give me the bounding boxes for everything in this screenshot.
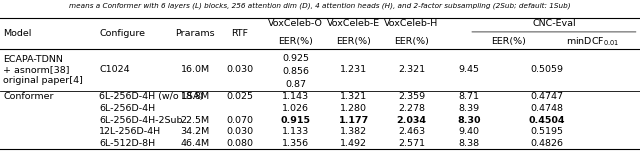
Text: 9.40: 9.40 bbox=[459, 127, 479, 136]
Text: 8.38: 8.38 bbox=[458, 139, 480, 148]
Text: Model: Model bbox=[3, 29, 31, 38]
Text: 2.463: 2.463 bbox=[398, 127, 425, 136]
Text: 2.321: 2.321 bbox=[398, 65, 425, 74]
Text: 0.025: 0.025 bbox=[227, 92, 253, 102]
Text: Configure: Configure bbox=[99, 29, 145, 38]
Text: 6L-512D-8H: 6L-512D-8H bbox=[99, 139, 156, 148]
Text: 2.571: 2.571 bbox=[398, 139, 425, 148]
Text: 1.382: 1.382 bbox=[340, 127, 367, 136]
Text: 0.4504: 0.4504 bbox=[529, 116, 566, 125]
Text: 0.5059: 0.5059 bbox=[531, 65, 564, 74]
Text: 0.856: 0.856 bbox=[282, 67, 309, 76]
Text: 16.0M: 16.0M bbox=[180, 65, 210, 74]
Text: 9.45: 9.45 bbox=[459, 65, 479, 74]
Text: 0.4826: 0.4826 bbox=[531, 139, 564, 148]
Text: EER(%): EER(%) bbox=[278, 37, 313, 46]
Text: EER(%): EER(%) bbox=[491, 37, 525, 46]
Text: 0.4747: 0.4747 bbox=[531, 92, 564, 102]
Text: 18.8M: 18.8M bbox=[180, 92, 210, 102]
Text: 0.4748: 0.4748 bbox=[531, 104, 564, 113]
Text: minDCF$_{0.01}$: minDCF$_{0.01}$ bbox=[566, 36, 620, 48]
Text: 0.87: 0.87 bbox=[285, 80, 306, 89]
Text: EER(%): EER(%) bbox=[394, 37, 429, 46]
Text: 1.026: 1.026 bbox=[282, 104, 309, 113]
Text: 1.143: 1.143 bbox=[282, 92, 309, 102]
Text: 8.39: 8.39 bbox=[458, 104, 480, 113]
Text: 0.030: 0.030 bbox=[227, 65, 253, 74]
Text: 0.080: 0.080 bbox=[227, 139, 253, 148]
Text: 1.231: 1.231 bbox=[340, 65, 367, 74]
Text: VoxCeleb-H: VoxCeleb-H bbox=[385, 19, 438, 28]
Text: Prarams: Prarams bbox=[175, 29, 215, 38]
Text: 12L-256D-4H: 12L-256D-4H bbox=[99, 127, 161, 136]
Text: 1.133: 1.133 bbox=[282, 127, 309, 136]
Text: RTF: RTF bbox=[232, 29, 248, 38]
Text: VoxCeleb-O: VoxCeleb-O bbox=[268, 19, 323, 28]
Text: 22.5M: 22.5M bbox=[180, 116, 210, 125]
Text: 0.925: 0.925 bbox=[282, 54, 309, 63]
Text: ECAPA-TDNN
+ asnorm[38]
original paper[4]: ECAPA-TDNN + asnorm[38] original paper[4… bbox=[3, 55, 83, 85]
Text: 2.034: 2.034 bbox=[397, 116, 426, 125]
Text: 46.4M: 46.4M bbox=[180, 139, 210, 148]
Text: CNC-Eval: CNC-Eval bbox=[532, 19, 576, 28]
Text: C1024: C1024 bbox=[99, 65, 130, 74]
Text: means a Conformer with 6 layers (L) blocks, 256 attention dim (D), 4 attention h: means a Conformer with 6 layers (L) bloc… bbox=[69, 2, 571, 9]
Text: 1.356: 1.356 bbox=[282, 139, 309, 148]
Text: 0.030: 0.030 bbox=[227, 127, 253, 136]
Text: 6L-256D-4H-2Sub: 6L-256D-4H-2Sub bbox=[99, 116, 182, 125]
Text: VoxCeleb-E: VoxCeleb-E bbox=[327, 19, 381, 28]
Text: 6L-256D-4H (w/o LSA): 6L-256D-4H (w/o LSA) bbox=[99, 92, 204, 102]
Text: 0.5195: 0.5195 bbox=[531, 127, 564, 136]
Text: 1.492: 1.492 bbox=[340, 139, 367, 148]
Text: 6L-256D-4H: 6L-256D-4H bbox=[99, 104, 156, 113]
Text: 8.71: 8.71 bbox=[459, 92, 479, 102]
Text: 0.070: 0.070 bbox=[227, 116, 253, 125]
Text: 2.278: 2.278 bbox=[398, 104, 425, 113]
Text: EER(%): EER(%) bbox=[337, 37, 371, 46]
Text: 2.359: 2.359 bbox=[398, 92, 425, 102]
Text: Conformer: Conformer bbox=[3, 92, 54, 102]
Text: 1.177: 1.177 bbox=[339, 116, 369, 125]
Text: 0.915: 0.915 bbox=[281, 116, 310, 125]
Text: 34.2M: 34.2M bbox=[180, 127, 210, 136]
Text: 1.280: 1.280 bbox=[340, 104, 367, 113]
Text: 8.30: 8.30 bbox=[458, 116, 481, 125]
Text: 1.321: 1.321 bbox=[340, 92, 367, 102]
